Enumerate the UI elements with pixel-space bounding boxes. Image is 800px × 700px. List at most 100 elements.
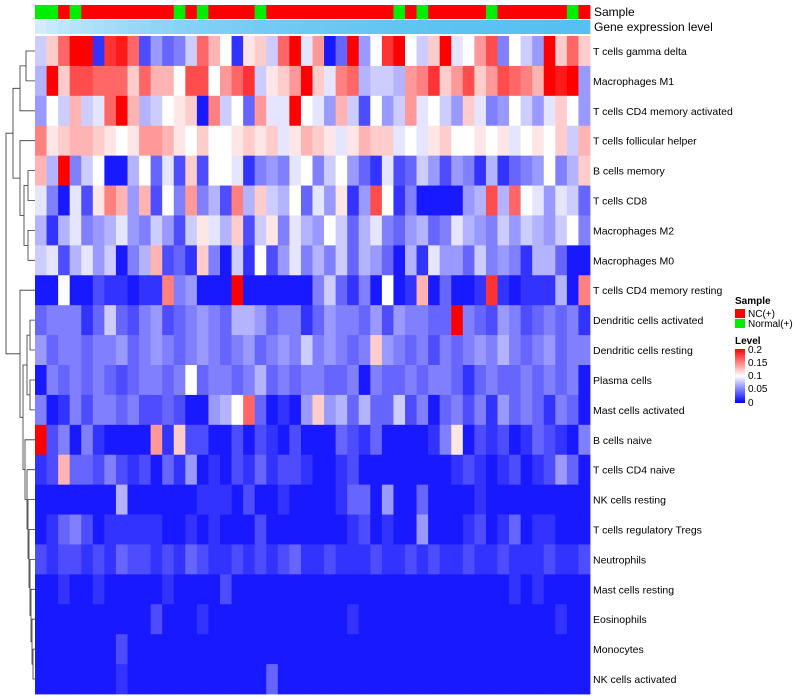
heatmap-cell — [173, 335, 186, 366]
heatmap-cell — [532, 394, 545, 426]
sample-annotation-cell — [69, 5, 82, 19]
heatmap-cell — [254, 155, 267, 186]
heatmap-cell — [497, 185, 510, 216]
heatmap-cell — [277, 65, 290, 97]
row-label: Neutrophils — [593, 554, 646, 566]
heatmap-cell — [266, 574, 279, 605]
heatmap-cell — [532, 335, 545, 366]
heatmap-cell — [220, 36, 232, 67]
heatmap-cell — [300, 424, 313, 456]
legend-sample-title: Sample — [735, 296, 771, 307]
heatmap-cell — [555, 634, 568, 665]
heatmap-cell — [347, 335, 360, 366]
heatmap-cell — [312, 215, 325, 246]
heatmap-cell — [566, 155, 579, 186]
sample-annotation-cell — [92, 5, 105, 19]
heatmap-cell — [555, 36, 568, 67]
heatmap-cell — [139, 65, 152, 97]
heatmap-cell — [428, 604, 441, 635]
heatmap-cell — [127, 664, 140, 695]
heatmap-cell — [81, 245, 94, 276]
heatmap-cell — [497, 394, 510, 426]
heatmap-cell — [416, 574, 429, 605]
heatmap-cell — [35, 574, 47, 605]
heatmap-cell — [162, 514, 175, 545]
heatmap-cell — [324, 424, 337, 456]
heatmap-cell — [81, 185, 94, 216]
heatmap-cell — [358, 634, 371, 665]
heatmap-cell — [416, 424, 429, 456]
heatmap-cell — [578, 155, 591, 186]
heatmap-cell — [208, 185, 221, 216]
heatmap-cell — [150, 514, 163, 545]
row-label: Dendritic cells resting — [593, 345, 693, 357]
heatmap-cell — [104, 65, 117, 97]
heatmap-cell — [520, 185, 533, 216]
heatmap-cell — [127, 424, 140, 456]
heatmap-cell — [58, 185, 71, 216]
heatmap-cell — [324, 484, 337, 515]
heatmap-cell — [405, 634, 417, 665]
heatmap-cell — [428, 484, 441, 515]
heatmap-cell — [185, 335, 198, 366]
heatmap-cell — [92, 95, 105, 127]
heatmap-cell — [578, 514, 591, 545]
heatmap-cell — [266, 155, 279, 186]
heatmap-cell — [370, 514, 383, 545]
heatmap-cell — [185, 454, 198, 486]
heatmap-cell — [578, 215, 591, 246]
heatmap-cell — [543, 245, 556, 276]
heatmap-cell — [347, 65, 360, 97]
heatmap-cell — [335, 394, 348, 426]
sample-annotation-cell — [277, 5, 290, 19]
heatmap-cell — [312, 394, 325, 426]
heatmap-cell — [92, 185, 105, 216]
heatmap-cell — [578, 95, 591, 127]
heatmap-cell — [532, 155, 545, 186]
heatmap-cell — [300, 36, 313, 67]
gene-expression-annotation-cell — [416, 20, 429, 34]
heatmap-cell — [58, 335, 71, 366]
heatmap-cell — [300, 574, 313, 605]
gene-expression-annotation-cell — [139, 20, 152, 34]
heatmap-cell — [92, 454, 105, 486]
heatmap-cell — [46, 305, 59, 336]
sample-annotation-cell — [243, 5, 256, 19]
heatmap-cell — [69, 484, 82, 515]
heatmap-cell — [555, 65, 568, 97]
sample-annotation-cell — [220, 5, 232, 19]
heatmap-cell — [208, 424, 221, 456]
heatmap-cell — [127, 335, 140, 366]
heatmap-cell — [485, 454, 498, 486]
heatmap-cell — [127, 514, 140, 545]
heatmap-cell — [335, 65, 348, 97]
heatmap-cell — [393, 155, 406, 186]
heatmap-cell — [266, 394, 279, 426]
heatmap-cell — [92, 634, 105, 665]
heatmap-cell — [300, 65, 313, 97]
heatmap-cell — [405, 215, 417, 246]
heatmap-cell — [150, 95, 163, 127]
heatmap-cell — [81, 365, 94, 396]
heatmap-cell — [104, 394, 117, 426]
heatmap-cell — [220, 454, 232, 486]
row-label: Eosinophils — [593, 614, 647, 626]
sample-annotation-cell — [335, 5, 348, 19]
heatmap-cell — [416, 185, 429, 216]
heatmap-cell — [474, 664, 487, 695]
heatmap-cell — [578, 275, 591, 306]
sample-annotation-label: Sample — [594, 5, 635, 19]
heatmap-cell — [289, 574, 302, 605]
heatmap-cell — [81, 634, 94, 665]
heatmap-cell — [173, 275, 186, 306]
heatmap-cell — [451, 215, 464, 246]
heatmap-cell — [578, 664, 591, 695]
heatmap-cell — [185, 305, 198, 336]
heatmap-cell — [509, 275, 522, 306]
heatmap-cell — [520, 365, 533, 396]
heatmap-cell — [520, 664, 533, 695]
row-label: NK cells activated — [593, 674, 677, 686]
heatmap-cell — [289, 185, 302, 216]
heatmap-cell — [312, 335, 325, 366]
heatmap-cell — [196, 245, 209, 276]
